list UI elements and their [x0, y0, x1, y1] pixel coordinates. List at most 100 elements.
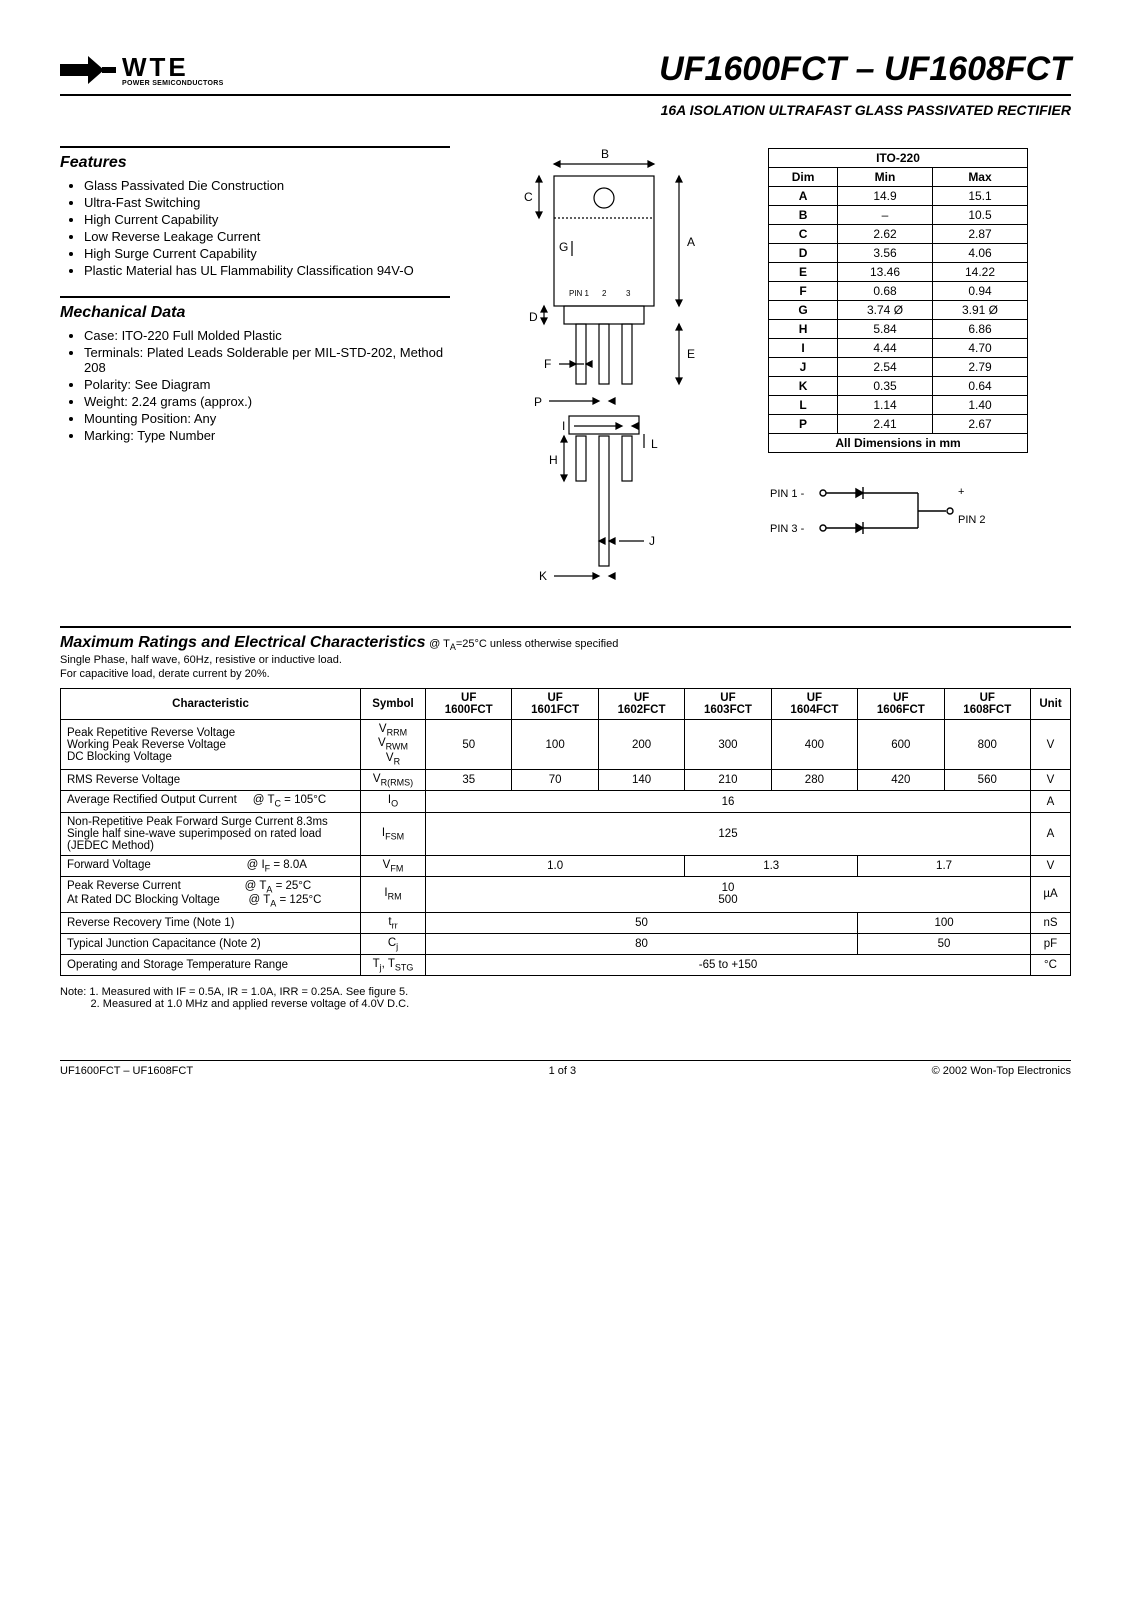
- svg-text:K: K: [539, 569, 547, 583]
- svg-text:E: E: [687, 347, 695, 361]
- dims-h-dim: Dim: [769, 168, 838, 187]
- ratings-note1: Single Phase, half wave, 60Hz, resistive…: [60, 654, 1071, 666]
- svg-text:2: 2: [602, 289, 607, 298]
- dim-row: D3.564.06: [769, 244, 1028, 263]
- svg-text:D: D: [529, 310, 538, 324]
- svg-text:H: H: [549, 453, 558, 467]
- footnotes: Note: 1. Measured with IF = 0.5A, IR = 1…: [60, 986, 1071, 1010]
- th-p1: UF1601FCT: [512, 689, 598, 720]
- svg-text:A: A: [687, 235, 695, 249]
- ratings-row: Reverse Recovery Time (Note 1)trr50100nS: [61, 912, 1071, 933]
- features-heading: Features: [60, 154, 450, 172]
- features-list: Glass Passivated Die Construction Ultra-F…: [60, 178, 450, 278]
- feature-item: High Surge Current Capability: [84, 246, 450, 261]
- mechanical-list: Case: ITO-220 Full Molded Plastic Termina…: [60, 328, 450, 443]
- svg-text:+: +: [958, 486, 964, 498]
- mechanical-heading: Mechanical Data: [60, 304, 450, 322]
- ratings-row: Operating and Storage Temperature RangeT…: [61, 955, 1071, 976]
- svg-text:C: C: [524, 190, 533, 204]
- svg-text:F: F: [544, 357, 551, 371]
- feature-item: Plastic Material has UL Flammability Cla…: [84, 263, 450, 278]
- dims-title: ITO-220: [769, 149, 1028, 168]
- part-number-title: UF1600FCT – UF1608FCT: [659, 50, 1071, 89]
- svg-text:PIN 1 -: PIN 1 -: [770, 488, 805, 500]
- th-p4: UF1604FCT: [771, 689, 857, 720]
- dim-row: P2.412.67: [769, 415, 1028, 434]
- feature-item: Low Reverse Leakage Current: [84, 229, 450, 244]
- ratings-cond: @ TA=25°C unless otherwise specified: [429, 638, 618, 650]
- footnote-2: 2. Measured at 1.0 MHz and applied rever…: [60, 998, 1071, 1010]
- dim-row: K0.350.64: [769, 377, 1028, 396]
- th-unit: Unit: [1031, 689, 1071, 720]
- header: WTE POWER SEMICONDUCTORS UF1600FCT – UF1…: [60, 50, 1071, 90]
- ratings-note2: For capacitive load, derate current by 2…: [60, 668, 1071, 680]
- dim-row: B–10.5: [769, 206, 1028, 225]
- footer-center: 1 of 3: [549, 1065, 577, 1077]
- svg-text:P: P: [534, 395, 542, 409]
- mechanical-item: Mounting Position: Any: [84, 411, 450, 426]
- th-p0: UF1600FCT: [426, 689, 512, 720]
- ratings-heading: Maximum Ratings and Electrical Character…: [60, 634, 425, 651]
- ratings-table: Characteristic Symbol UF1600FCT UF1601FC…: [60, 688, 1071, 976]
- divider: [60, 296, 450, 298]
- dims-h-min: Min: [838, 168, 933, 187]
- svg-text:I: I: [562, 419, 565, 433]
- ratings-row: Typical Junction Capacitance (Note 2)Cj8…: [61, 933, 1071, 954]
- ratings-row: Average Rectified Output Current @ TC = …: [61, 791, 1071, 812]
- footnote-1: Note: 1. Measured with IF = 0.5A, IR = 1…: [60, 986, 1071, 998]
- divider: [60, 626, 1071, 628]
- subtitle: 16A ISOLATION ULTRAFAST GLASS PASSIVATED…: [60, 102, 1071, 118]
- dim-row: J2.542.79: [769, 358, 1028, 377]
- footer-left: UF1600FCT – UF1608FCT: [60, 1065, 193, 1077]
- ratings-row: Peak Reverse Current @ TA = 25°CAt Rated…: [61, 876, 1071, 912]
- dim-row: I4.444.70: [769, 339, 1028, 358]
- svg-text:3: 3: [626, 289, 631, 298]
- dim-row: L1.141.40: [769, 396, 1028, 415]
- dimensions-table: ITO-220 Dim Min Max A14.915.1B–10.5C2.62…: [768, 148, 1028, 453]
- logo-subtext: POWER SEMICONDUCTORS: [122, 80, 224, 87]
- svg-text:PIN 1: PIN 1: [569, 289, 590, 298]
- mechanical-item: Polarity: See Diagram: [84, 377, 450, 392]
- divider: [60, 94, 1071, 96]
- logo-text: WTE: [122, 54, 224, 80]
- feature-item: Glass Passivated Die Construction: [84, 178, 450, 193]
- dim-row: H5.846.86: [769, 320, 1028, 339]
- page-footer: UF1600FCT – UF1608FCT 1 of 3 © 2002 Won-…: [60, 1060, 1071, 1077]
- mechanical-item: Terminals: Plated Leads Solderable per M…: [84, 345, 450, 375]
- svg-text:B: B: [601, 147, 609, 161]
- ratings-heading-row: Maximum Ratings and Electrical Character…: [60, 634, 1071, 652]
- svg-text:PIN 3 -: PIN 3 -: [770, 523, 805, 535]
- svg-text:J: J: [649, 534, 655, 548]
- logo: WTE POWER SEMICONDUCTORS: [60, 50, 224, 90]
- mechanical-item: Case: ITO-220 Full Molded Plastic: [84, 328, 450, 343]
- footer-right: © 2002 Won-Top Electronics: [932, 1065, 1071, 1077]
- arrow-icon: [60, 50, 116, 90]
- dim-row: G3.74 Ø3.91 Ø: [769, 301, 1028, 320]
- ratings-row: Non-Repetitive Peak Forward Surge Curren…: [61, 812, 1071, 855]
- dims-h-max: Max: [932, 168, 1027, 187]
- dim-row: F0.680.94: [769, 282, 1028, 301]
- ratings-row: Forward Voltage @ IF = 8.0AVFM1.01.31.7V: [61, 855, 1071, 876]
- dim-row: A14.915.1: [769, 187, 1028, 206]
- th-p6: UF1608FCT: [944, 689, 1030, 720]
- th-sym: Symbol: [361, 689, 426, 720]
- th-p2: UF1602FCT: [598, 689, 684, 720]
- svg-text:L: L: [651, 437, 658, 451]
- ratings-row: Peak Repetitive Reverse VoltageWorking P…: [61, 720, 1071, 770]
- pin-diagram: PIN 1 - PIN 3 - + PIN 2: [768, 473, 998, 553]
- th-char: Characteristic: [61, 689, 361, 720]
- th-p3: UF1603FCT: [685, 689, 771, 720]
- divider: [60, 146, 450, 148]
- mechanical-item: Marking: Type Number: [84, 428, 450, 443]
- dim-row: E13.4614.22: [769, 263, 1028, 282]
- svg-text:G: G: [559, 240, 568, 254]
- th-p5: UF1606FCT: [858, 689, 944, 720]
- mechanical-item: Weight: 2.24 grams (approx.): [84, 394, 450, 409]
- feature-item: Ultra-Fast Switching: [84, 195, 450, 210]
- dims-footer: All Dimensions in mm: [769, 434, 1028, 453]
- svg-text:PIN 2: PIN 2: [958, 514, 986, 526]
- feature-item: High Current Capability: [84, 212, 450, 227]
- dim-row: C2.622.87: [769, 225, 1028, 244]
- ratings-row: RMS Reverse VoltageVR(RMS)35701402102804…: [61, 770, 1071, 791]
- package-drawing: B C G A D F E P I L H J K PIN 1 2 3: [474, 142, 744, 606]
